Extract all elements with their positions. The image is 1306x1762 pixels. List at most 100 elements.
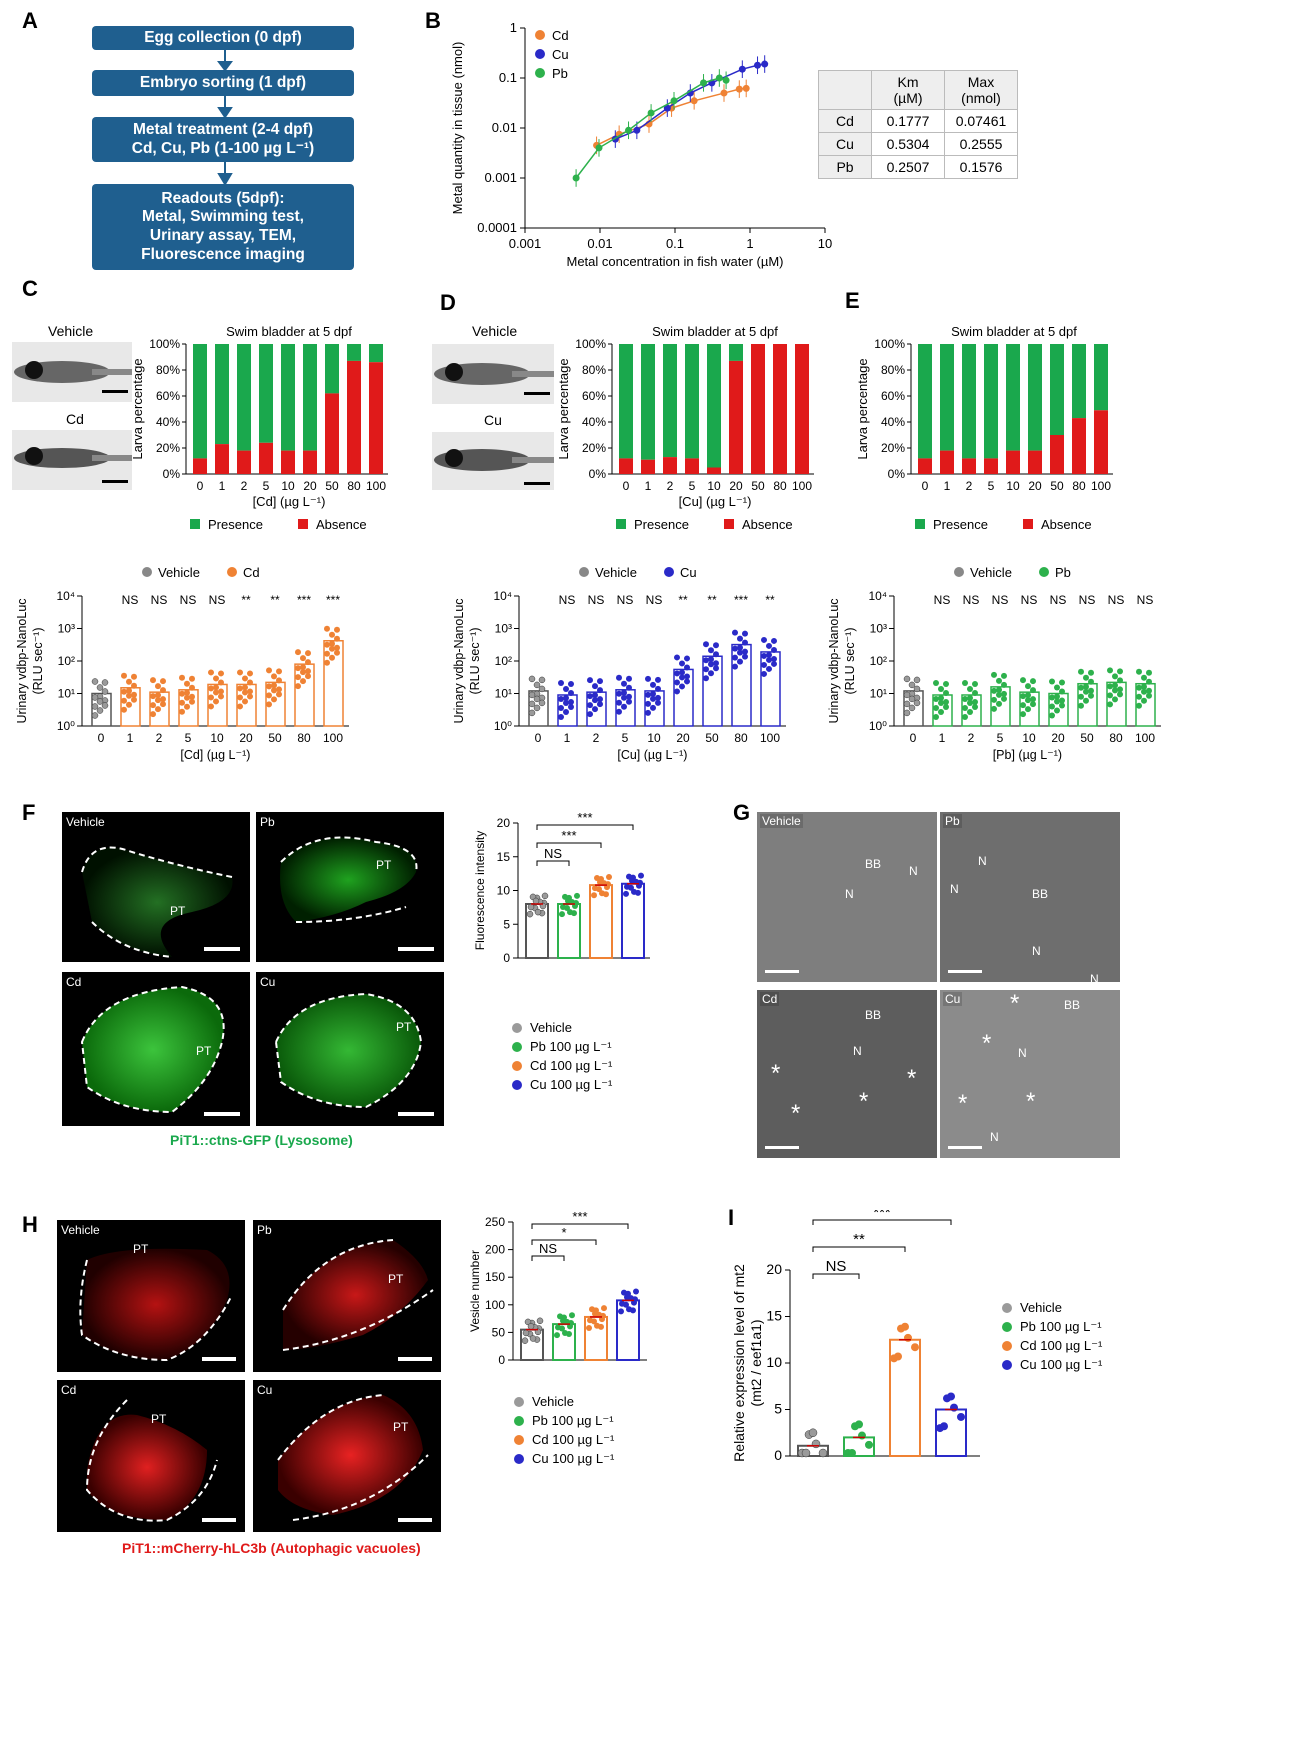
y-tick-label: 10³	[870, 622, 887, 636]
data-point	[242, 689, 248, 696]
data-point	[247, 670, 253, 677]
bar-absence	[369, 362, 383, 474]
data-point	[972, 689, 978, 696]
data-point	[624, 883, 630, 890]
data-point	[621, 680, 627, 687]
legend-dot-pb	[535, 68, 545, 78]
y-tick-label: 200	[485, 1243, 505, 1257]
data-point	[1059, 702, 1065, 709]
legend-label: Cd 100 µg L⁻¹	[1020, 1338, 1103, 1353]
data-point	[208, 669, 214, 676]
bar-absence	[663, 457, 677, 474]
data-point	[324, 659, 330, 666]
scale-bar	[765, 1146, 799, 1149]
x-tick-label: 100	[1135, 731, 1155, 745]
data-point	[761, 670, 767, 677]
data-point	[1001, 695, 1007, 702]
data-point	[967, 699, 973, 706]
significance-label: **	[765, 593, 775, 607]
data-point	[1083, 674, 1089, 681]
data-point	[305, 668, 311, 675]
data-point	[276, 668, 282, 675]
chart-title: Swim bladder at 5 dpf	[951, 324, 1077, 339]
y-tick-label: 10	[766, 1354, 782, 1370]
data-point	[237, 685, 243, 692]
data-point	[626, 698, 632, 705]
bar-absence	[962, 458, 976, 474]
bar-presence	[1028, 344, 1042, 451]
data-point	[558, 679, 564, 686]
legend-label: Vehicle	[530, 1020, 572, 1035]
data-point	[742, 639, 748, 646]
data-point	[266, 701, 272, 708]
data-point	[962, 704, 968, 711]
data-point	[568, 703, 574, 710]
legend-dot	[514, 1415, 524, 1426]
larva-image-vehicle-d	[432, 344, 554, 404]
data-point	[1049, 678, 1055, 685]
x-tick-label: 50	[751, 479, 765, 493]
data-point	[1025, 692, 1031, 699]
data-point	[592, 697, 598, 704]
data-point	[771, 646, 777, 653]
y-tick-label: 0	[503, 951, 510, 965]
bar-presence	[940, 344, 954, 451]
data-point	[908, 695, 916, 703]
data-point	[1025, 697, 1031, 704]
data-point	[933, 704, 939, 711]
x-tick-label: 5	[988, 479, 995, 493]
km-header-1: Km (µM)	[871, 70, 945, 110]
data-point	[150, 711, 156, 718]
data-point	[1083, 697, 1089, 704]
bar	[557, 694, 578, 727]
data-point	[1059, 688, 1065, 695]
urinary-chart-cd: 10⁰ 10¹ 10² 10³ 10⁴ Urinary vdbp-NanoLuc (RLU …	[15, 565, 349, 762]
larva-label-d-top: Vehicle	[472, 323, 518, 339]
data-point	[1030, 696, 1036, 703]
km-cell: 0.2555	[944, 132, 1018, 156]
data-point	[1146, 692, 1152, 699]
data-point	[943, 703, 949, 710]
pt-label: PT	[151, 1412, 167, 1426]
data-point	[732, 654, 738, 661]
bar	[702, 655, 723, 727]
tem-label: Cd	[760, 992, 780, 1006]
star-marker: *	[791, 1100, 801, 1127]
data-point	[908, 681, 916, 689]
data-point	[655, 699, 661, 706]
data-point	[967, 685, 973, 692]
data-point	[679, 683, 685, 690]
y-tick-label: 10¹	[58, 687, 75, 701]
bar-absence	[729, 360, 743, 474]
scale-bar	[204, 947, 240, 951]
legend-dot-vehicle	[142, 567, 152, 577]
tem-label: Cu	[943, 992, 963, 1006]
flow-step-2: Embryo sorting (1 dpf)	[92, 70, 354, 96]
data-point	[597, 687, 603, 694]
bar-absence	[1072, 418, 1086, 474]
micrograph-label: Vehicle	[66, 815, 105, 829]
data-point	[1117, 686, 1123, 693]
x-tick-label: 100	[760, 731, 780, 745]
data-point	[247, 688, 253, 695]
y-tick-label: 10¹	[870, 687, 887, 701]
data-point	[684, 664, 690, 671]
data-point	[626, 675, 632, 682]
bb-label: BB	[1064, 998, 1081, 1012]
significance-bracket	[536, 842, 602, 848]
data-point	[126, 692, 132, 699]
data-point	[131, 682, 137, 689]
y-tick-label: 80%	[881, 363, 905, 377]
x-tick-label: 100	[366, 479, 386, 493]
data-point	[592, 692, 598, 699]
legend-label: Pb 100 µg L⁻¹	[530, 1039, 612, 1054]
data-point	[650, 690, 656, 697]
bar	[1135, 682, 1156, 727]
data-point	[295, 649, 301, 656]
data-point	[247, 679, 253, 686]
data-point	[568, 698, 574, 705]
y-tick-label: 40%	[881, 415, 905, 429]
data-point	[295, 674, 301, 681]
data-point	[179, 708, 185, 715]
data-point	[242, 684, 248, 691]
